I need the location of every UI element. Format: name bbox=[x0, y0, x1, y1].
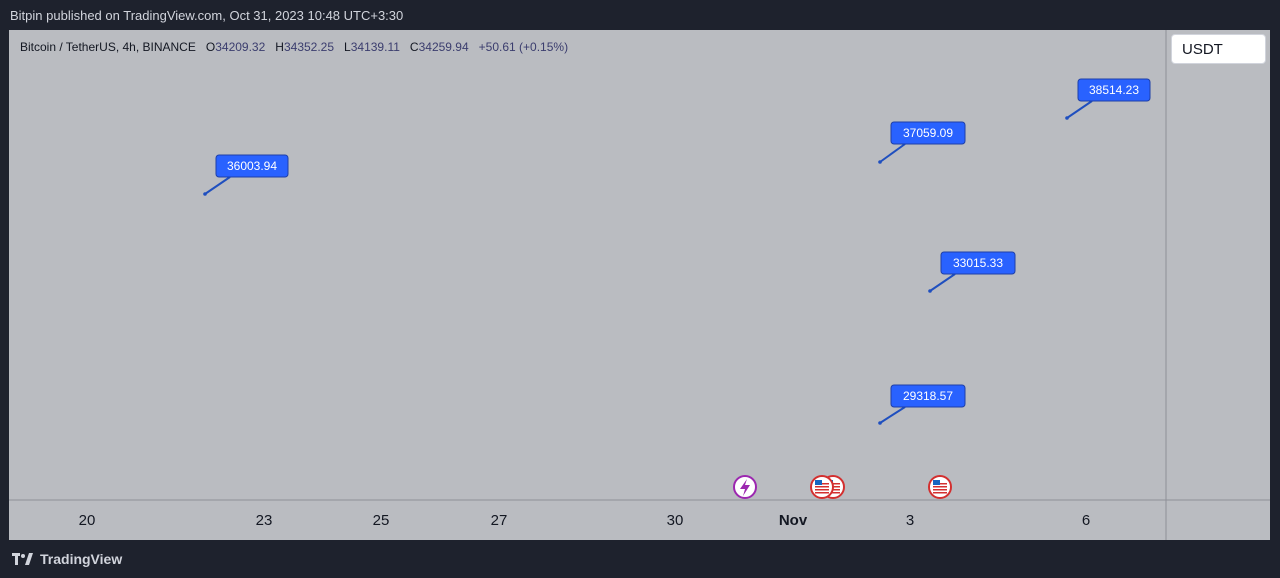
publisher-header: Bitpin published on TradingView.com, Oct… bbox=[0, 0, 1280, 30]
callout-dot bbox=[878, 160, 882, 164]
x-tick-label: 23 bbox=[256, 512, 273, 529]
callout-pointer bbox=[1066, 100, 1093, 119]
currency-button[interactable]: USDT bbox=[1171, 34, 1266, 64]
price-callout: 37059.09 bbox=[878, 121, 966, 164]
us-flag-stripe bbox=[933, 492, 947, 494]
callout-box bbox=[890, 384, 966, 408]
open-label: O bbox=[205, 40, 216, 54]
x-tick-label: 6 bbox=[1082, 512, 1090, 529]
callout-label: 37059.09 bbox=[903, 126, 953, 140]
callout-pointer bbox=[929, 273, 956, 292]
crypto-event-icon bbox=[733, 475, 757, 499]
us-economic-event-icon bbox=[810, 475, 834, 499]
close-value: 34259.94 bbox=[418, 40, 469, 54]
open-value: 34209.32 bbox=[215, 40, 266, 54]
publisher-line: Bitpin published on TradingView.com, Oct… bbox=[10, 8, 404, 23]
x-tick-label: 30 bbox=[667, 512, 684, 529]
x-tick-label: 20 bbox=[79, 512, 96, 529]
chart-area[interactable] bbox=[9, 30, 1270, 540]
close-label: C bbox=[409, 40, 419, 54]
tradingview-icon bbox=[12, 553, 33, 565]
us-flag-stripe bbox=[933, 489, 947, 491]
high-value: 34352.25 bbox=[283, 40, 335, 54]
callout-dot bbox=[1065, 116, 1069, 120]
tradingview-brand: TradingView bbox=[40, 551, 123, 567]
callout-dot bbox=[878, 421, 882, 425]
change-value: +50.61 (+0.15%) bbox=[478, 40, 569, 54]
x-tick-label: Nov bbox=[779, 512, 808, 529]
us-flag-canton bbox=[933, 480, 940, 485]
callout-label: 33015.33 bbox=[953, 256, 1003, 270]
callout-pointer bbox=[879, 143, 906, 163]
lightning-icon bbox=[740, 479, 750, 496]
callout-pointer bbox=[879, 406, 906, 424]
callout-pointer bbox=[204, 176, 231, 195]
callout-label: 38514.23 bbox=[1089, 83, 1139, 97]
callout-dot bbox=[928, 289, 932, 293]
callout-box bbox=[215, 154, 289, 178]
tradingview-logo[interactable]: TradingView bbox=[12, 551, 122, 567]
price-callout: 36003.94 bbox=[203, 154, 289, 196]
callout-label: 36003.94 bbox=[227, 159, 277, 173]
high-label: H bbox=[275, 40, 284, 54]
callout-box bbox=[890, 121, 966, 145]
us-flag-canton bbox=[815, 480, 822, 485]
us-flag-stripe bbox=[815, 489, 829, 491]
footer bbox=[0, 540, 1280, 578]
x-tick-label: 25 bbox=[373, 512, 390, 529]
callout-box bbox=[1077, 78, 1151, 102]
x-tick-label: 3 bbox=[906, 512, 914, 529]
x-tick-label: 27 bbox=[491, 512, 508, 529]
callout-box bbox=[940, 251, 1016, 275]
us-flag-stripe bbox=[815, 486, 829, 488]
price-callout: 29318.57 bbox=[878, 384, 966, 425]
callout-dot bbox=[203, 192, 207, 196]
us-flag-stripe bbox=[826, 492, 840, 494]
us-economic-event-icon bbox=[928, 475, 952, 499]
callout-label: 29318.57 bbox=[903, 389, 953, 403]
us-flag-stripe bbox=[815, 492, 829, 494]
low-label: L bbox=[344, 40, 351, 54]
price-callout: 38514.23 bbox=[1065, 78, 1151, 120]
price-callout: 33015.33 bbox=[928, 251, 1016, 293]
symbol-label: Bitcoin / TetherUS, 4h, BINANCE bbox=[20, 40, 196, 54]
ohlc-legend: Bitcoin / TetherUS, 4h, BINANCE O34209.3… bbox=[20, 40, 568, 54]
low-value: 34139.11 bbox=[350, 40, 400, 54]
us-flag-stripe bbox=[933, 486, 947, 488]
